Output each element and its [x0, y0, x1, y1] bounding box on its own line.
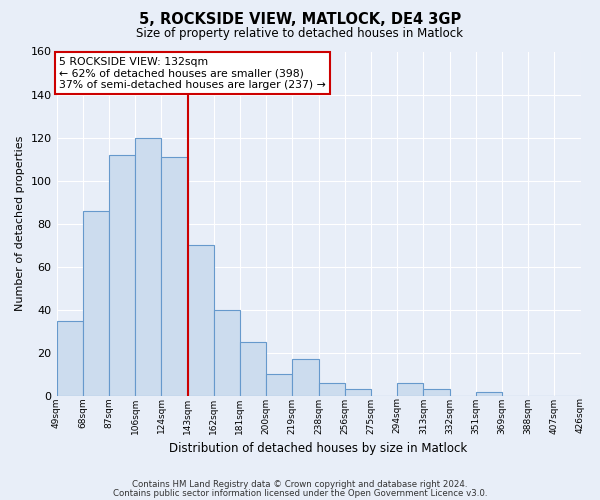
- Text: Contains HM Land Registry data © Crown copyright and database right 2024.: Contains HM Land Registry data © Crown c…: [132, 480, 468, 489]
- Bar: [240, 342, 266, 396]
- Bar: [397, 383, 424, 396]
- Bar: [476, 392, 502, 396]
- Bar: [266, 374, 292, 396]
- Text: 5 ROCKSIDE VIEW: 132sqm
← 62% of detached houses are smaller (398)
37% of semi-d: 5 ROCKSIDE VIEW: 132sqm ← 62% of detache…: [59, 56, 326, 90]
- Bar: [135, 138, 161, 396]
- X-axis label: Distribution of detached houses by size in Matlock: Distribution of detached houses by size …: [169, 442, 467, 455]
- Y-axis label: Number of detached properties: Number of detached properties: [15, 136, 25, 312]
- Text: 5, ROCKSIDE VIEW, MATLOCK, DE4 3GP: 5, ROCKSIDE VIEW, MATLOCK, DE4 3GP: [139, 12, 461, 28]
- Bar: [161, 157, 188, 396]
- Bar: [214, 310, 240, 396]
- Text: Size of property relative to detached houses in Matlock: Size of property relative to detached ho…: [137, 28, 464, 40]
- Bar: [424, 390, 449, 396]
- Bar: [56, 320, 83, 396]
- Bar: [188, 245, 214, 396]
- Bar: [109, 155, 135, 396]
- Bar: [292, 360, 319, 396]
- Bar: [83, 211, 109, 396]
- Bar: [319, 383, 345, 396]
- Text: Contains public sector information licensed under the Open Government Licence v3: Contains public sector information licen…: [113, 488, 487, 498]
- Bar: [345, 390, 371, 396]
